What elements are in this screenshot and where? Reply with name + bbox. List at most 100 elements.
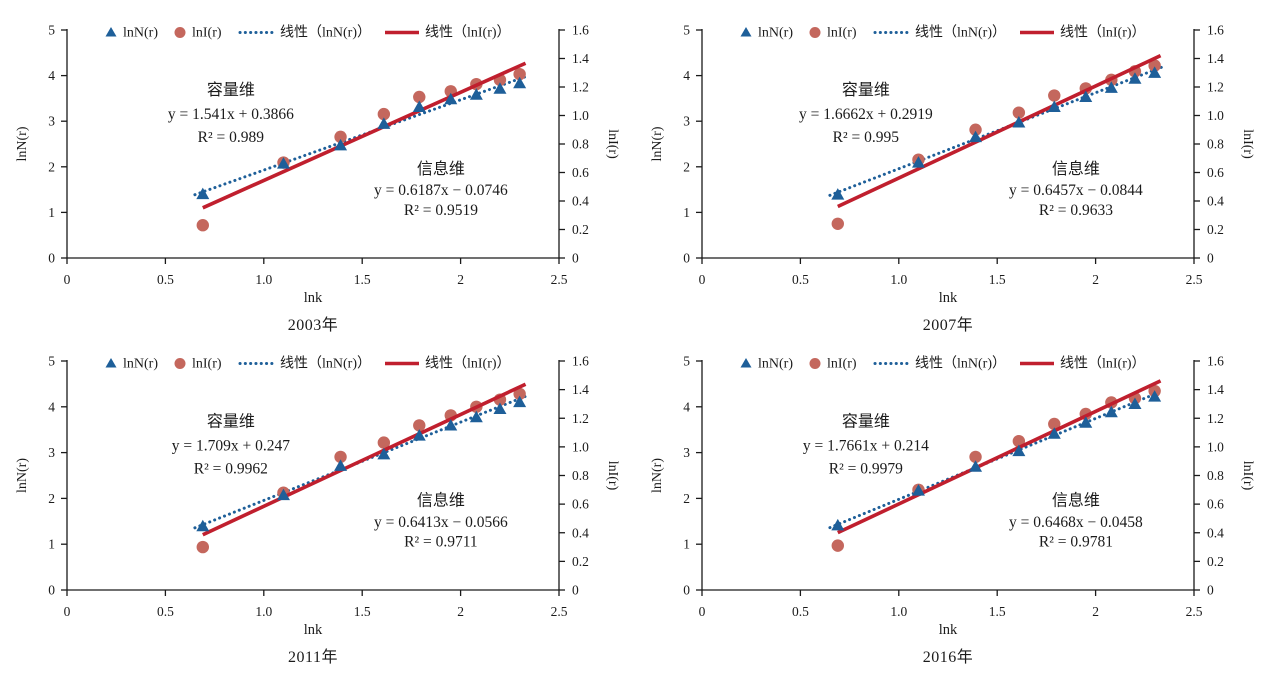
annotation-title: 容量维 — [207, 412, 255, 430]
legend-circle-marker — [809, 358, 821, 369]
point-lnN — [444, 92, 458, 105]
y-left-tick-label: 3 — [48, 445, 55, 460]
point-lnN — [1047, 100, 1061, 113]
trendline-information-solid — [202, 382, 527, 537]
point-lnN — [1012, 116, 1026, 128]
x-tick-label: 1.5 — [989, 604, 1006, 619]
y-right-tick-label: 0.4 — [572, 525, 589, 540]
y-axis-left-title: lnN(r) — [650, 458, 665, 493]
point-lnN — [911, 156, 925, 168]
point-lnI — [196, 540, 209, 554]
legend: lnN(r) lnI(r) 线性（lnN(r)） 线性（lnI(r)） — [740, 25, 1146, 41]
legend-triangle-marker — [105, 358, 117, 368]
annotation-title: 信息维 — [417, 492, 465, 510]
annotation-information-dimension: 信息维 y = 0.6413x − 0.0566 R² = 0.9711 — [374, 492, 508, 551]
point-lnN — [377, 117, 391, 129]
y-left-tick-label: 2 — [48, 159, 55, 174]
point-lnN — [969, 460, 983, 472]
y-right-tick-label: 0 — [572, 583, 579, 598]
annotation-r-squared: R² = 0.9962 — [194, 461, 268, 478]
x-tick-label: 1.5 — [354, 604, 371, 619]
y-right-tick-label: 1.2 — [1207, 411, 1224, 426]
legend-label: 线性（lnN(r)） — [915, 356, 1006, 372]
y-left-tick-label: 4 — [683, 399, 690, 414]
y-right-tick-label: 1.2 — [572, 411, 589, 426]
point-lnI — [1148, 59, 1161, 72]
point-lnN — [334, 459, 348, 471]
chart-canvas-2003: 0 0.5 1.0 1.5 2 2.5 0 1 2 3 4 5 0 0.2 0.4 0.6 0.8 1.0 1.2 1… — [15, 23, 620, 307]
point-lnN — [1047, 427, 1061, 439]
y-axis-right-title: lnI(r) — [1240, 129, 1255, 159]
y-right-tick-label: 1.0 — [572, 108, 589, 123]
x-tick-label: 0.5 — [157, 604, 174, 619]
y-right-tick-label: 1.4 — [1207, 382, 1224, 397]
point-lnN — [276, 157, 290, 169]
point-lnN — [1079, 416, 1093, 428]
x-axis-title: lnk — [939, 622, 958, 638]
y-right-tick-label: 0.8 — [1207, 137, 1224, 152]
y-left-tick-label: 5 — [683, 354, 690, 369]
y-left-tick-label: 0 — [683, 251, 690, 266]
annotation-r-squared: R² = 0.9633 — [1039, 202, 1113, 219]
point-lnN — [1148, 390, 1162, 402]
legend-label: lnN(r) — [123, 357, 158, 372]
y-left-tick-label: 4 — [48, 68, 55, 83]
point-lnN — [334, 138, 348, 151]
point-lnI — [831, 539, 844, 552]
point-lnI — [969, 450, 982, 464]
point-lnI — [334, 130, 347, 144]
point-lnI — [377, 107, 391, 121]
x-tick-label: 0 — [699, 604, 706, 619]
point-lnN — [1012, 444, 1026, 457]
y-right-tick-label: 1.6 — [1207, 354, 1224, 369]
y-right-tick-label: 0.2 — [1207, 222, 1224, 237]
y-axis-right-title: lnI(r) — [605, 461, 620, 491]
annotation-capacity-dimension: 容量维 y = 1.6662x + 0.2919 R² = 0.995 — [799, 81, 933, 146]
y-left-tick-label: 1 — [48, 537, 55, 552]
annotation-r-squared: R² = 0.9781 — [1039, 534, 1113, 551]
x-tick-label: 0 — [64, 272, 71, 287]
x-tick-label: 0 — [64, 604, 71, 619]
legend-label: lnI(r) — [192, 357, 222, 372]
y-left-tick-label: 4 — [683, 68, 690, 83]
y-right-tick-label: 0.4 — [1207, 525, 1224, 540]
x-tick-label: 1.0 — [255, 272, 272, 287]
point-lnI — [1012, 106, 1026, 119]
legend: lnN(r) lnI(r) 线性（lnN(r)） 线性（lnI(r)） — [105, 356, 511, 372]
y-left-tick-label: 2 — [683, 159, 690, 174]
annotation-title: 容量维 — [207, 81, 255, 99]
annotation-capacity-dimension: 容量维 y = 1.541x + 0.3866 R² = 0.989 — [168, 81, 294, 146]
y-right-tick-label: 0.2 — [572, 222, 589, 237]
y-right-tick-label: 0.6 — [572, 497, 589, 512]
y-right-tick-label: 1.6 — [1207, 23, 1224, 38]
y-right-tick-label: 1.6 — [572, 23, 589, 38]
legend-label: lnN(r) — [758, 26, 793, 41]
point-lnI — [1048, 89, 1061, 102]
y-right-tick-label: 0.2 — [1207, 554, 1224, 569]
y-left-tick-label: 0 — [48, 583, 55, 598]
y-right-tick-label: 0.4 — [572, 194, 589, 209]
y-left-tick-label: 1 — [683, 537, 690, 552]
annotation-r-squared: R² = 0.989 — [198, 129, 265, 146]
point-lnN — [1104, 405, 1118, 418]
x-axis-title: lnk — [304, 290, 323, 306]
y-right-tick-label: 1.4 — [572, 382, 589, 397]
x-tick-label: 0.5 — [157, 272, 174, 287]
legend-label: 线性（lnI(r)） — [425, 25, 511, 41]
annotation-information-dimension: 信息维 y = 0.6457x − 0.0844 R² = 0.9633 — [1009, 160, 1143, 219]
trendline-information-solid — [837, 379, 1162, 535]
y-right-tick-label: 1.4 — [572, 51, 589, 66]
y-left-tick-label: 2 — [683, 491, 690, 506]
chart-caption: 2003年 — [287, 317, 339, 334]
annotation-equation: y = 1.709x + 0.247 — [172, 437, 290, 454]
annotation-title: 容量维 — [842, 81, 890, 99]
point-lnN — [469, 410, 483, 423]
point-lnN — [469, 88, 483, 100]
annotation-equation: y = 0.6468x − 0.0458 — [1009, 514, 1143, 531]
annotation-equation: y = 1.6662x + 0.2919 — [799, 106, 933, 123]
chart-caption: 2011年 — [288, 649, 338, 666]
point-lnN — [969, 130, 983, 143]
x-tick-label: 0.5 — [792, 604, 809, 619]
x-tick-label: 2.5 — [551, 272, 568, 287]
y-right-tick-label: 1.4 — [1207, 51, 1224, 66]
